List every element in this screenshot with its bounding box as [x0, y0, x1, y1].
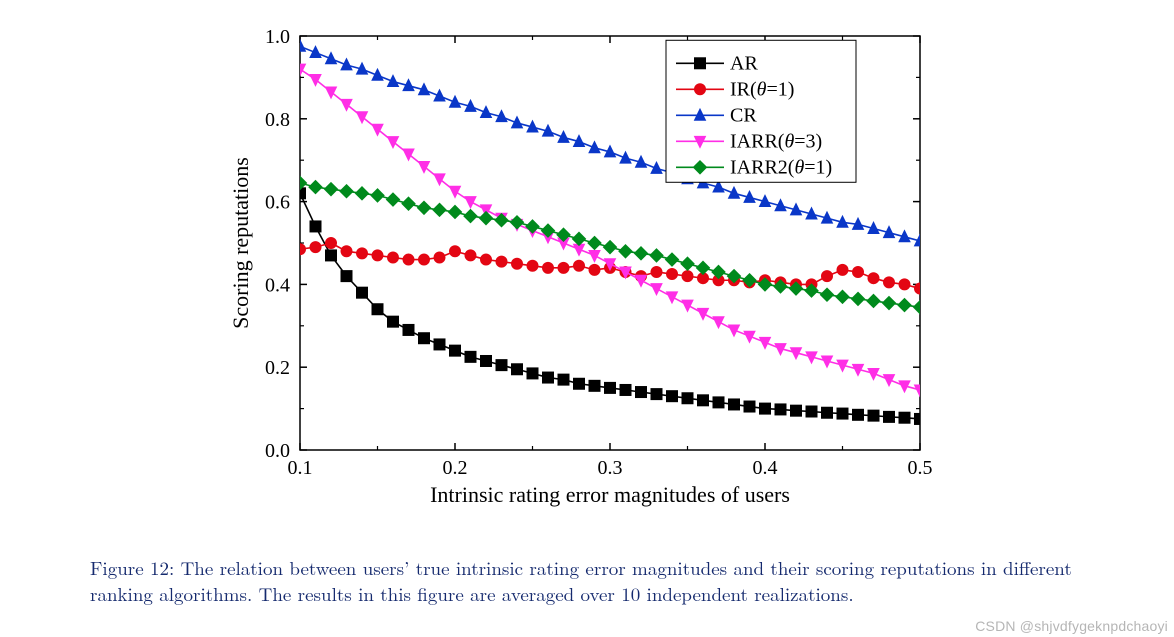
svg-text:0.3: 0.3: [598, 457, 623, 479]
caption-text: The relation between users’ true intrins…: [90, 554, 1072, 607]
svg-text:0.2: 0.2: [443, 457, 468, 479]
svg-text:0.4: 0.4: [753, 457, 778, 479]
chart-container: 0.1 0.2 0.3 0.4 0.5 0.0 0.2 0.4 0.6 0.8 1.0 Intrins…: [220, 20, 940, 520]
svg-text:IARR(θ=3): IARR(θ=3): [730, 130, 822, 152]
svg-text:0.5: 0.5: [908, 457, 933, 479]
svg-text:Intrinsic rating error magnitu: Intrinsic rating error magnitudes of use…: [430, 482, 790, 507]
svg-text:0.6: 0.6: [265, 192, 290, 214]
svg-text:Scoring reputations: Scoring reputations: [228, 157, 253, 329]
svg-text:0.8: 0.8: [265, 109, 290, 131]
svg-text:IR(θ=1): IR(θ=1): [730, 78, 794, 100]
svg-text:AR: AR: [730, 52, 758, 74]
svg-text:0.0: 0.0: [265, 440, 290, 462]
svg-text:1.0: 1.0: [265, 26, 290, 48]
svg-text:IARR2(θ=1): IARR2(θ=1): [730, 156, 832, 178]
svg-text:0.2: 0.2: [265, 357, 290, 379]
figure-caption: Figure 12: The relation between users’ t…: [90, 555, 1090, 606]
legend: AR IR(θ=1) CR IARR(θ=3) IARR2(θ=1): [666, 40, 856, 182]
caption-prefix: Figure 12:: [90, 554, 181, 581]
chart-svg: 0.1 0.2 0.3 0.4 0.5 0.0 0.2 0.4 0.6 0.8 1.0 Intrins…: [220, 20, 940, 520]
svg-text:CR: CR: [730, 104, 757, 126]
svg-text:0.1: 0.1: [288, 457, 313, 479]
watermark-text: CSDN @shjvdfygeknpdchaoyi: [975, 618, 1168, 634]
svg-text:0.4: 0.4: [265, 274, 290, 296]
